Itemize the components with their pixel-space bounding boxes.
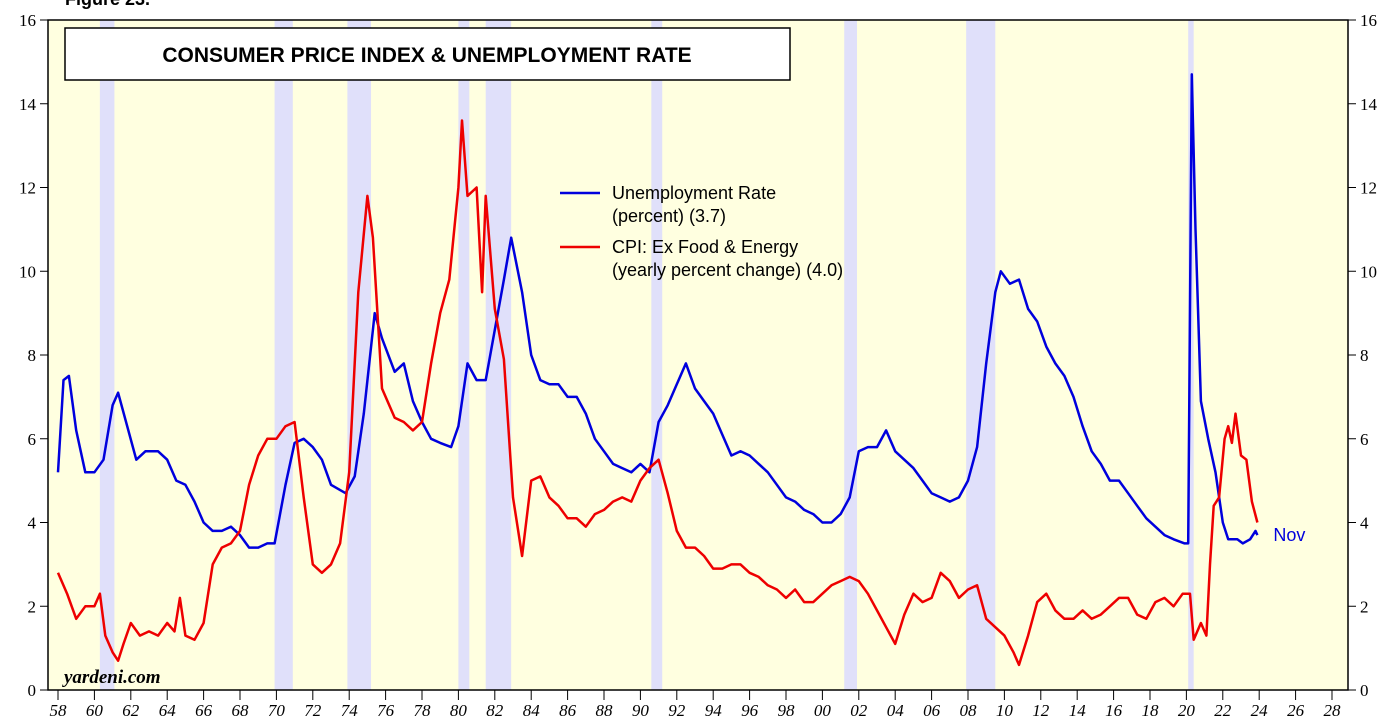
x-tick-label: 58 — [50, 701, 68, 719]
x-tick-label: 22 — [1214, 701, 1232, 719]
series-line — [56, 119, 1259, 667]
x-tick-label: 28 — [1323, 701, 1341, 719]
x-tick-label: 06 — [923, 701, 941, 719]
y-tick-label-left: 12 — [19, 179, 36, 198]
x-tick-label: 66 — [195, 701, 213, 719]
x-tick-label: 84 — [523, 701, 541, 719]
x-tick-label: 76 — [377, 701, 395, 719]
annotation: Nov — [1273, 525, 1305, 545]
x-tick-label: 12 — [1032, 701, 1050, 719]
y-tick-label-right: 4 — [1360, 514, 1369, 533]
x-tick-label: 72 — [304, 701, 322, 719]
x-tick-label: 10 — [996, 701, 1014, 719]
recession-band — [844, 20, 857, 690]
recession-band — [1188, 20, 1194, 690]
x-tick-label: 82 — [486, 701, 504, 719]
recession-band — [651, 20, 663, 690]
x-tick-label: 86 — [559, 701, 577, 719]
recession-band — [458, 20, 470, 690]
x-tick-label: 96 — [741, 701, 759, 719]
y-tick-label-left: 0 — [28, 681, 37, 700]
x-tick-label: 90 — [632, 701, 650, 719]
y-tick-label-right: 2 — [1360, 597, 1369, 616]
figure-label: Figure 23. — [65, 0, 150, 9]
x-tick-label: 18 — [1141, 701, 1159, 719]
y-tick-label-left: 2 — [28, 597, 37, 616]
y-tick-label-right: 0 — [1360, 681, 1369, 700]
y-tick-label-right: 8 — [1360, 346, 1369, 365]
y-tick-label-left: 16 — [19, 11, 36, 30]
recession-band — [966, 20, 996, 690]
recession-band — [274, 20, 293, 690]
y-tick-label-left: 4 — [28, 514, 37, 533]
x-tick-label: 24 — [1251, 701, 1269, 719]
x-tick-label: 80 — [450, 701, 468, 719]
x-tick-label: 20 — [1178, 701, 1196, 719]
legend-label: Unemployment Rate — [612, 183, 776, 203]
x-tick-label: 60 — [86, 701, 104, 719]
x-tick-label: 94 — [705, 701, 723, 719]
recession-band — [99, 20, 115, 690]
x-tick-label: 62 — [122, 701, 140, 719]
y-tick-label-left: 14 — [19, 95, 37, 114]
x-tick-label: 74 — [341, 701, 359, 719]
x-tick-label: 98 — [777, 701, 795, 719]
y-tick-label-right: 16 — [1360, 11, 1377, 30]
legend-label: CPI: Ex Food & Energy — [612, 237, 798, 257]
x-tick-label: 26 — [1287, 701, 1305, 719]
y-tick-label-right: 6 — [1360, 430, 1369, 449]
source: yardeni.com — [62, 667, 161, 688]
x-tick-label: 14 — [1069, 701, 1087, 719]
y-tick-label-left: 10 — [19, 262, 36, 281]
y-tick-label-right: 12 — [1360, 179, 1377, 198]
x-tick-label: 64 — [159, 701, 177, 719]
chart-title: CONSUMER PRICE INDEX & UNEMPLOYMENT RATE — [162, 44, 691, 67]
legend-note: (percent) (3.7) — [612, 206, 726, 226]
title-box — [64, 27, 791, 81]
x-tick-label: 70 — [268, 701, 286, 719]
legend-note: (yearly percent change) (4.0) — [612, 260, 843, 280]
series-line — [56, 73, 1259, 549]
x-tick-label: 16 — [1105, 701, 1123, 719]
y-tick-label-right: 14 — [1360, 95, 1378, 114]
x-tick-label: 08 — [959, 701, 977, 719]
x-tick-label: 78 — [414, 701, 432, 719]
y-tick-label-right: 10 — [1360, 262, 1377, 281]
plot-background — [48, 20, 1348, 690]
y-tick-label-left: 6 — [28, 430, 37, 449]
y-tick-label-left: 8 — [28, 346, 37, 365]
x-tick-label: 68 — [232, 701, 250, 719]
recession-band — [347, 20, 372, 690]
x-tick-label: 04 — [887, 701, 905, 719]
x-tick-label: 00 — [814, 701, 832, 719]
x-tick-label: 92 — [668, 701, 686, 719]
x-tick-label: 02 — [850, 701, 868, 719]
x-tick-label: 88 — [595, 701, 613, 719]
